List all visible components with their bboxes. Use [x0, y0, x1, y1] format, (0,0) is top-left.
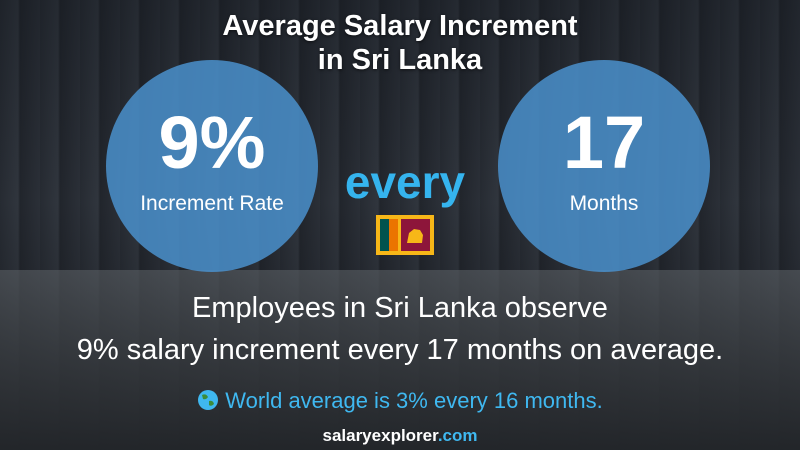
world-note-row: World average is 3% every 16 months.	[0, 388, 800, 414]
increment-rate-label: Increment Rate	[140, 192, 284, 215]
period-label: Months	[569, 192, 639, 215]
globe-icon	[198, 390, 219, 410]
left-circle: 9% Increment Rate	[106, 60, 318, 272]
world-note: World average is 3% every 16 months.	[225, 388, 603, 413]
right-circle: 17 Months	[498, 60, 710, 272]
brand: salaryexplorer.com	[0, 426, 800, 446]
brand-part: salary	[322, 426, 372, 445]
title-line: in Sri Lanka	[317, 44, 483, 76]
increment-rate-value: 9%	[158, 101, 266, 184]
title-line: Average Salary Increment	[222, 10, 578, 42]
background-floor	[0, 270, 800, 450]
sri-lanka-flag	[376, 215, 434, 255]
connector-word: every	[344, 156, 466, 208]
brand-part: explorer	[371, 426, 438, 445]
period-value: 17	[562, 101, 646, 184]
summary-line: 9% salary increment every 17 months on a…	[76, 334, 724, 366]
brand-part: .com	[437, 426, 478, 445]
summary-line: Employees in Sri Lanka observe	[192, 292, 608, 324]
